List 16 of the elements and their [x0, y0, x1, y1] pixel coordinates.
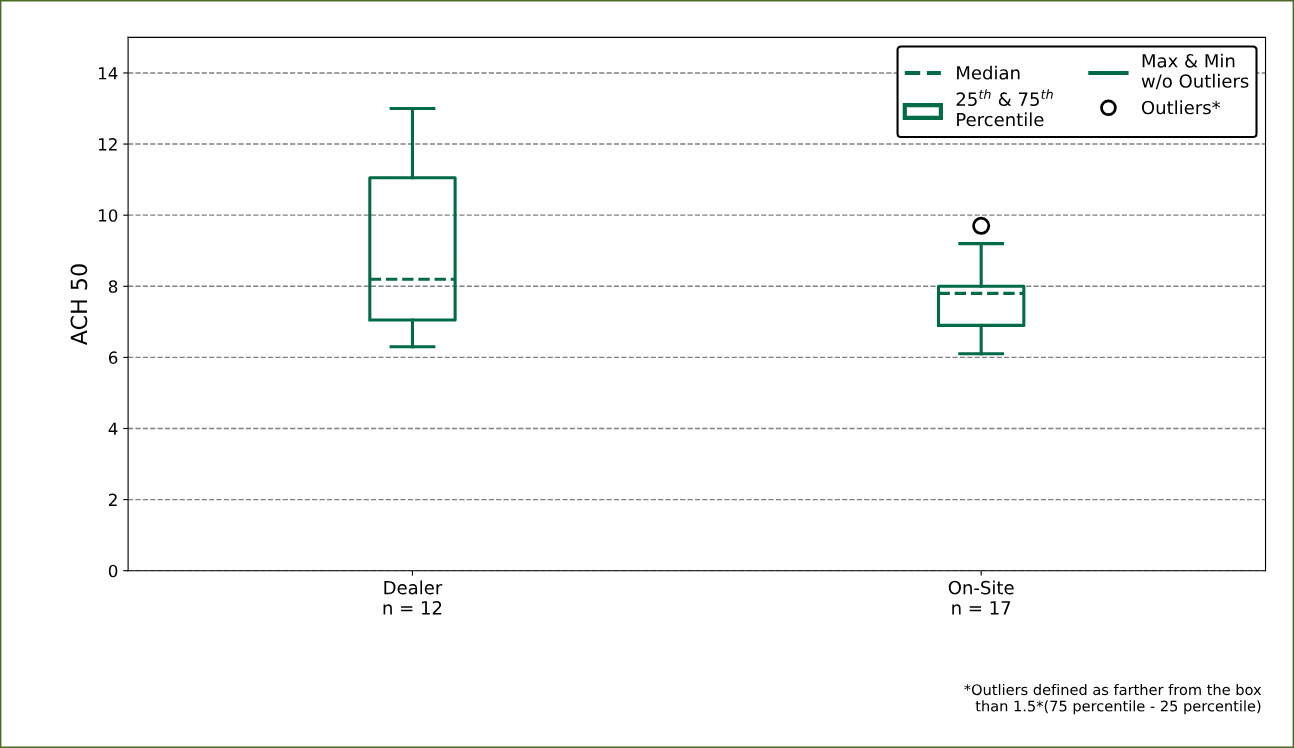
annotation: Median [957, 65, 1020, 80]
annotation: Max & Min w/o Outliers [1141, 53, 1249, 90]
y-tick-label: 2 [109, 493, 117, 506]
annotation: 25$^{th}$ & 75$^{th}$ Percentile [956, 89, 1053, 127]
x-tick-label: On-Site n = 17 [948, 580, 1014, 615]
y-tick-label: 4 [108, 422, 118, 435]
text: *Outliers defined as farther from the box than 1.5*(75 percentile - 25 percentile) [964, 683, 1262, 715]
y-tick-label: 14 [99, 67, 118, 80]
y-tick-label: 8 [108, 280, 118, 293]
y-tick-label: 6 [108, 351, 118, 364]
x-tick-label: Dealer n = 12 [383, 580, 443, 615]
y-tick-label: 10 [99, 209, 118, 222]
annotation: Outliers* [1141, 100, 1221, 115]
y-tick-label: 0 [108, 564, 118, 578]
y-tick-label: 12 [99, 138, 117, 151]
y-axis-title: ACH 50 [70, 264, 88, 346]
